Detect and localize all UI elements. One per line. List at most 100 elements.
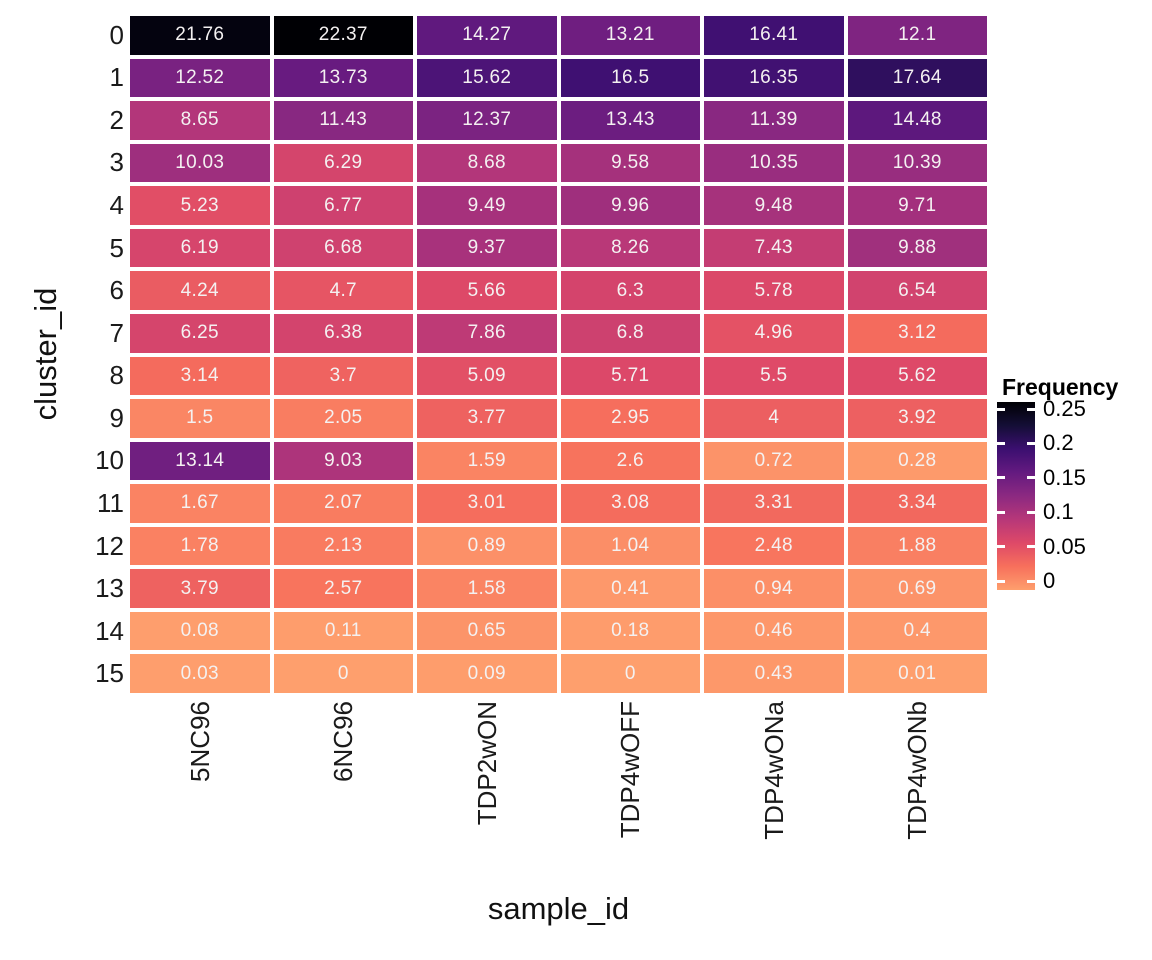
x-tick-label-text: TDP4wONa [758,701,789,840]
legend-tick [997,510,1005,514]
heatmap-cell: 0.41 [560,569,700,608]
heatmap-cell: 6.38 [273,313,413,353]
heatmap-cell: 15.62 [417,58,557,98]
heatmap-cell: 2.95 [560,399,700,438]
legend-tick-label: 0 [1043,568,1056,593]
legend-tick-label: 0.15 [1043,464,1086,490]
heatmap-cell: 10.35 [704,143,844,183]
heatmap-cell: 1.58 [417,569,557,608]
x-tick-label-text: TDP4wOFF [615,701,646,839]
heatmap-cell: 3.12 [847,313,987,353]
heatmap-cell: 5.5 [704,356,844,396]
heatmap-cell: 3.79 [130,569,270,608]
legend-tick-label: 0.2 [1043,430,1074,456]
heatmap-cell: 5.71 [560,356,700,396]
heatmap-cell: 0.28 [847,441,987,481]
heatmap-cell: 2.57 [273,569,413,608]
heatmap-cell: 0.08 [130,611,270,651]
legend-tick [1027,407,1035,411]
x-tick-label: TDP4wOFF [561,701,701,891]
y-tick-label: 15 [95,658,124,689]
legend-tick [1027,545,1035,549]
heatmap-cell: 6.3 [560,271,700,310]
y-tick-label: 1 [109,62,124,93]
heatmap-cell: 0.18 [560,611,700,651]
legend-tick [1027,441,1035,445]
legend-tick [997,407,1005,411]
x-tick-label-text: TDP2wON [471,701,502,826]
y-tick-label: 4 [109,190,124,221]
heatmap-cell: 0.65 [417,611,557,651]
heatmap-cell: 13.43 [560,101,700,140]
y-tick-label: 9 [109,402,124,433]
heatmap-cell: 3.31 [704,484,844,523]
heatmap-cell: 7.86 [417,313,557,353]
heatmap-cell: 8.65 [130,101,270,140]
legend-tick [1027,510,1035,514]
heatmap-grid: 21.76 22.37 14.27 13.21 16.41 12.1 12.52 13.73 1… [130,16,987,693]
x-tick-label: 6NC96 [274,701,414,891]
heatmap-cell: 0.69 [847,569,987,608]
heatmap-cell: 11.43 [273,101,413,140]
heatmap-cell: 9.49 [417,186,557,225]
heatmap-cell: 5.66 [417,271,557,310]
x-axis-title: sample_id [487,891,630,926]
heatmap-cell: 0 [560,654,700,693]
heatmap-cell: 6.68 [273,228,413,268]
heatmap-cell: 0 [273,654,413,693]
y-tick-label: 12 [95,530,124,561]
heatmap-cell: 9.58 [560,143,700,183]
y-tick-label: 2 [109,104,124,135]
heatmap-cell: 6.25 [130,313,270,353]
heatmap-cell: 6.19 [130,228,270,268]
y-axis-tick-labels: 0 1 2 3 4 5 6 7 8 9 10 11 12 13 14 15 [36,16,124,693]
x-tick-label: TDP4wONa [704,701,844,891]
heatmap-cell: 9.03 [273,441,413,481]
heatmap-cell: 1.67 [130,484,270,523]
legend-tick [997,545,1005,549]
heatmap-cell: 4.7 [273,271,413,310]
y-tick-label: 3 [109,147,124,178]
heatmap-cell: 4.96 [704,313,844,353]
heatmap-cell: 9.37 [417,228,557,268]
x-tick-label-text: 6NC96 [328,701,359,782]
heatmap-cell: 6.8 [560,313,700,353]
heatmap-cell: 9.71 [847,186,987,225]
y-tick-label: 5 [109,232,124,263]
heatmap-cell: 3.14 [130,356,270,396]
legend-tick [1027,476,1035,480]
x-tick-label-text: 5NC96 [184,701,215,782]
y-tick-label: 10 [95,445,124,476]
heatmap-cell: 3.92 [847,399,987,438]
heatmap-cell: 3.7 [273,356,413,396]
heatmap-cell: 9.96 [560,186,700,225]
heatmap-cell: 5.78 [704,271,844,310]
heatmap-cell: 0.94 [704,569,844,608]
heatmap-cell: 12.1 [847,16,987,55]
heatmap-cell: 1.59 [417,441,557,481]
legend-tick-label: 0.1 [1043,499,1074,525]
x-tick-label: 5NC96 [130,701,270,891]
heatmap-cell: 13.21 [560,16,700,55]
legend-tick [997,579,1005,583]
heatmap-cell: 3.34 [847,484,987,523]
y-tick-label: 13 [95,573,124,604]
heatmap-cell: 6.29 [273,143,413,183]
heatmap-cell: 0.72 [704,441,844,481]
heatmap-cell: 14.27 [417,16,557,55]
heatmap-cell: 17.64 [847,58,987,98]
heatmap-cell: 11.39 [704,101,844,140]
heatmap-cell: 2.6 [560,441,700,481]
heatmap-cell: 6.77 [273,186,413,225]
heatmap-cell: 10.03 [130,143,270,183]
heatmap-cell: 2.07 [273,484,413,523]
heatmap-cell: 5.23 [130,186,270,225]
heatmap-cell: 7.43 [704,228,844,268]
y-tick-label: 11 [97,487,124,518]
heatmap-cell: 0.11 [273,611,413,651]
y-tick-label: 7 [109,317,124,348]
heatmap-cell: 2.05 [273,399,413,438]
heatmap-cell: 0.43 [704,654,844,693]
